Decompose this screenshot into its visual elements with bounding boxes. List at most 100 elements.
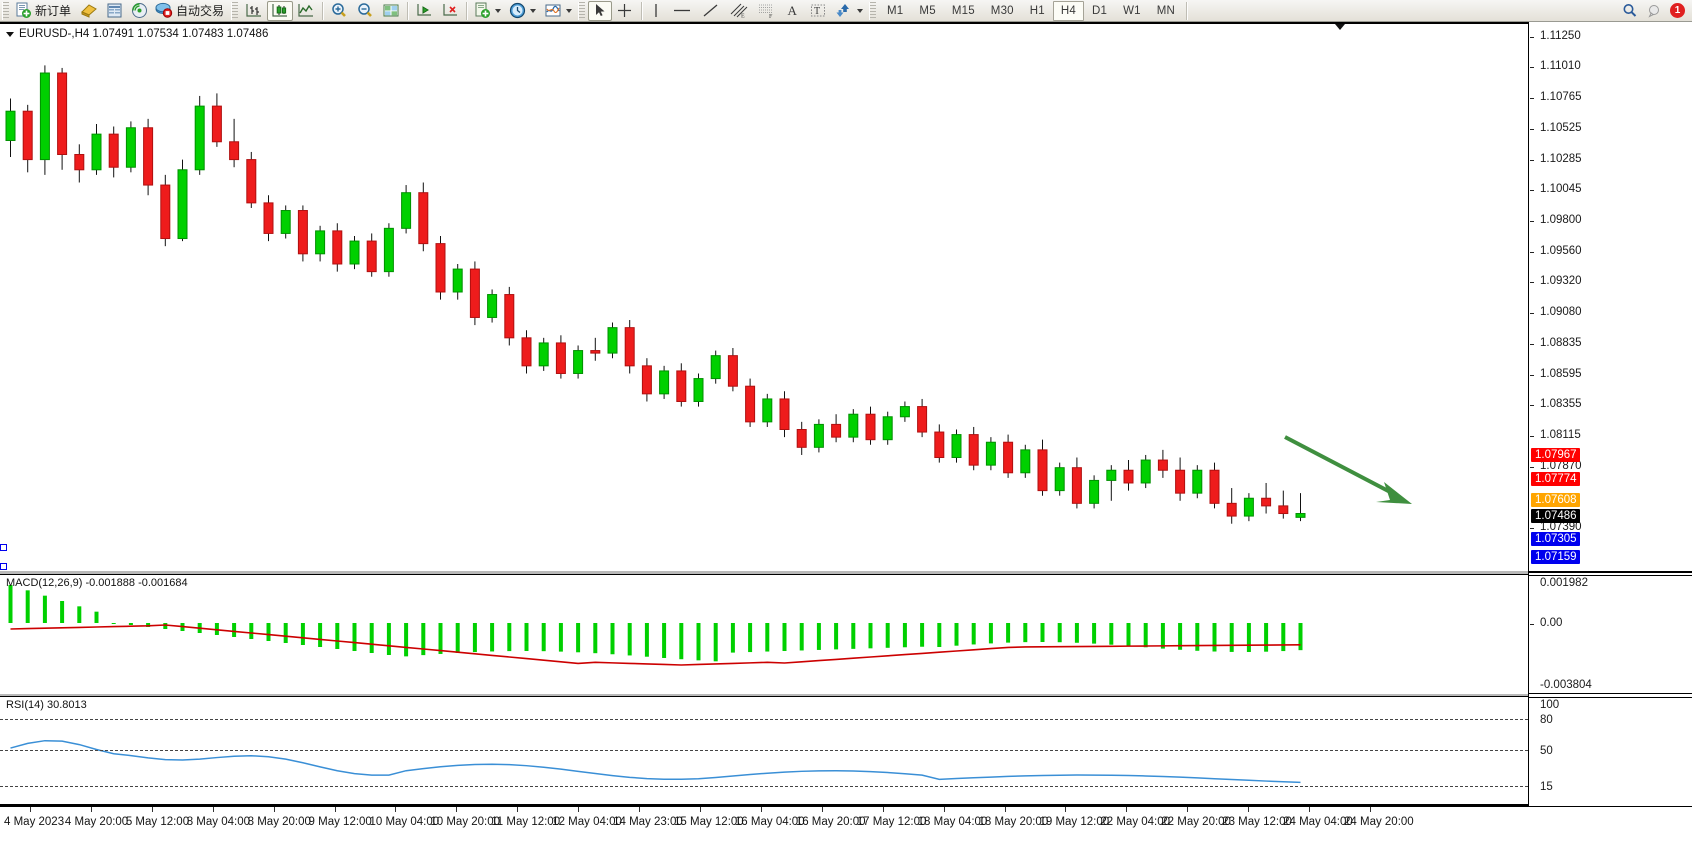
new-order-button[interactable]: 新订单 bbox=[12, 1, 76, 21]
time-tick-11: 15 May 12:00 bbox=[674, 816, 744, 828]
pane-splitter-price-macd[interactable] bbox=[0, 571, 1528, 574]
timeframe-w1[interactable]: W1 bbox=[1123, 4, 1141, 17]
time-tick-17: 19 May 12:00 bbox=[1039, 816, 1110, 828]
candlestick-chart-button[interactable] bbox=[267, 0, 294, 21]
alerts-button[interactable]: 1 bbox=[1643, 1, 1692, 21]
tile-windows-button[interactable] bbox=[378, 1, 404, 21]
pane-splitter-macd-rsi[interactable] bbox=[0, 694, 1528, 697]
new-order-label: 新订单 bbox=[35, 4, 72, 18]
price-axis[interactable]: 1.11250 1.11010 1.10765 1.10525 1.10285 1.100… bbox=[1528, 22, 1692, 806]
zoom-out-icon bbox=[358, 3, 372, 17]
toolbar-grip-2[interactable] bbox=[231, 1, 239, 20]
level-handle-1.07159[interactable] bbox=[0, 563, 7, 570]
search-button[interactable] bbox=[1617, 1, 1643, 21]
price-tick-1.07870: 1.07870 bbox=[1540, 459, 1582, 472]
time-tick-7: 10 May 20:00 bbox=[430, 816, 501, 828]
expert-advisors-button[interactable] bbox=[76, 1, 102, 21]
timeframe-h1[interactable]: H1 bbox=[1029, 4, 1045, 17]
rsi-tick-50: 50 bbox=[1540, 745, 1553, 757]
indicators-chevron-down-icon[interactable] bbox=[566, 8, 573, 13]
templates-button[interactable] bbox=[470, 1, 505, 21]
equidistant-channel-icon: E bbox=[730, 3, 748, 19]
rsi-level-50-line bbox=[0, 750, 1528, 751]
equidistant-channel-button[interactable]: E bbox=[725, 1, 753, 21]
text-box-icon: T bbox=[811, 4, 826, 17]
new-order-icon bbox=[16, 2, 31, 18]
time-tick-5: 9 May 12:00 bbox=[308, 816, 372, 828]
cursor-button[interactable] bbox=[588, 0, 613, 21]
horizontal-line-button[interactable] bbox=[667, 1, 697, 21]
toolbar-grip-3[interactable] bbox=[578, 1, 586, 20]
price-tick-1.08355: 1.08355 bbox=[1540, 398, 1582, 411]
vertical-line-button[interactable] bbox=[645, 1, 667, 21]
line-chart-button[interactable] bbox=[293, 1, 319, 21]
price-tick-1.07390: 1.07390 bbox=[1540, 521, 1582, 534]
chart-area[interactable]: EURUSD-,H4 1.07491 1.07534 1.07483 1.074… bbox=[0, 22, 1692, 836]
macd-pane[interactable]: MACD(12,26,9) -0.001888 -0.001684 bbox=[0, 574, 1528, 696]
arrows-chevron-down-icon[interactable] bbox=[857, 8, 864, 13]
price-badge-current-bid[interactable]: 1.07486 bbox=[1531, 508, 1580, 523]
price-badge-support-lower[interactable]: 1.07159 bbox=[1531, 550, 1580, 565]
bar-chart-icon bbox=[246, 4, 262, 17]
text-label-button[interactable]: A bbox=[781, 1, 805, 21]
chart-shift-button[interactable] bbox=[411, 1, 437, 21]
price-tick-1.10765: 1.10765 bbox=[1540, 91, 1582, 104]
expert-advisors-icon bbox=[81, 4, 97, 18]
notification-count-badge: 1 bbox=[1670, 3, 1685, 18]
chart-symbol-header[interactable]: EURUSD-,H4 1.07491 1.07534 1.07483 1.074… bbox=[6, 28, 268, 40]
rsi-tick-15: 15 bbox=[1540, 781, 1553, 793]
timeframe-m1[interactable]: M1 bbox=[887, 4, 904, 17]
indicators-icon bbox=[545, 4, 561, 17]
timeframe-mn[interactable]: MN bbox=[1156, 4, 1176, 17]
price-badge-resistance-lower[interactable]: 1.07774 bbox=[1531, 472, 1580, 487]
axis-sep-4 bbox=[1529, 697, 1692, 698]
chart-autoscroll-button[interactable] bbox=[437, 1, 463, 21]
level-handle-1.07305[interactable] bbox=[0, 544, 7, 551]
timeframe-m5[interactable]: M5 bbox=[919, 4, 936, 17]
time-tick-20: 23 May 12:00 bbox=[1222, 816, 1292, 828]
timeframe-m15[interactable]: M15 bbox=[951, 4, 975, 17]
chart-shift-icon bbox=[417, 4, 432, 16]
axis-sep-2 bbox=[1529, 575, 1692, 576]
rsi-pane[interactable]: RSI(14) 30.8013 bbox=[0, 696, 1528, 806]
time-tick-14: 17 May 12:00 bbox=[856, 816, 927, 828]
timeframe-m30[interactable]: M30 bbox=[990, 4, 1014, 17]
chart-collapse-caret-icon[interactable] bbox=[1335, 24, 1345, 30]
arrows-button[interactable] bbox=[831, 1, 867, 21]
zoom-in-button[interactable] bbox=[326, 1, 352, 21]
period-button[interactable] bbox=[505, 1, 540, 21]
price-badge-resistance-upper[interactable]: 1.07967 bbox=[1531, 447, 1580, 462]
toolbar-separator-2 bbox=[407, 1, 409, 20]
text-box-button[interactable]: T bbox=[805, 1, 831, 21]
crosshair-button[interactable] bbox=[612, 1, 638, 21]
fibonacci-button[interactable]: F bbox=[753, 1, 781, 21]
time-tick-3: 8 May 04:00 bbox=[186, 816, 251, 828]
price-tick-1.08115: 1.08115 bbox=[1540, 428, 1581, 441]
data-window-button[interactable] bbox=[102, 1, 127, 21]
period-chevron-down-icon[interactable] bbox=[530, 8, 537, 13]
price-badge-pivot-orange[interactable]: 1.07608 bbox=[1531, 493, 1580, 508]
search-icon bbox=[1623, 4, 1637, 17]
toolbar-grip[interactable] bbox=[2, 1, 9, 20]
templates-chevron-down-icon[interactable] bbox=[495, 8, 502, 13]
chart-header-caret-icon[interactable] bbox=[6, 31, 14, 37]
zoom-out-button[interactable] bbox=[352, 1, 378, 21]
bar-chart-button[interactable] bbox=[241, 1, 267, 21]
price-pane[interactable]: EURUSD-,H4 1.07491 1.07534 1.07483 1.074… bbox=[0, 22, 1528, 574]
timeframe-h4[interactable]: H4 bbox=[1052, 0, 1084, 21]
price-badge-support-upper[interactable]: 1.07305 bbox=[1531, 531, 1580, 546]
price-tick-1.10285: 1.10285 bbox=[1540, 152, 1582, 165]
down-trend-arrow[interactable] bbox=[1280, 432, 1430, 512]
navigator-button[interactable] bbox=[127, 1, 152, 21]
trendline-icon bbox=[703, 4, 718, 17]
time-axis[interactable]: 4 May 2023 4 May 20:00 5 May 12:00 8 May 04… bbox=[0, 806, 1692, 836]
toolbar-grip-4[interactable] bbox=[869, 1, 877, 20]
timeframe-d1[interactable]: D1 bbox=[1092, 4, 1108, 17]
trendline-button[interactable] bbox=[697, 1, 725, 21]
rsi-tick-100: 100 bbox=[1540, 699, 1560, 711]
time-tick-0: 4 May 2023 bbox=[4, 816, 65, 828]
autotrade-button[interactable]: 自动交易 bbox=[152, 1, 229, 21]
indicators-button[interactable] bbox=[540, 1, 576, 21]
rsi-level-15-line bbox=[0, 786, 1528, 787]
rsi-level-80-line bbox=[0, 719, 1528, 720]
